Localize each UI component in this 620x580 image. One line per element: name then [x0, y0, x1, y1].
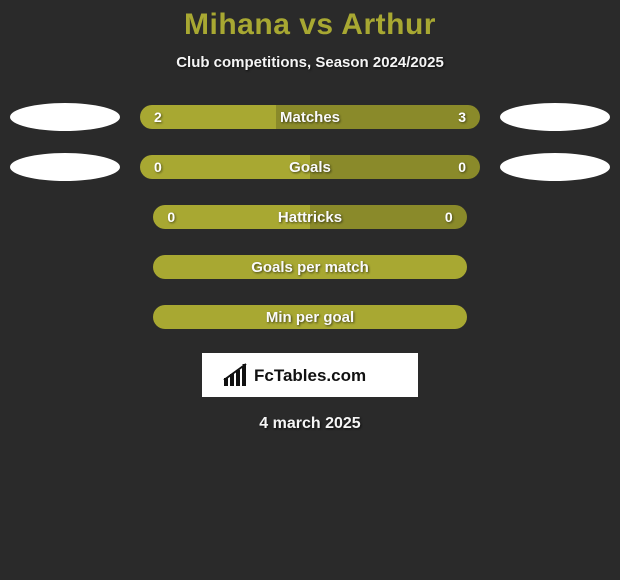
badge-placeholder	[493, 203, 594, 231]
badge-placeholder	[493, 253, 594, 281]
badge-placeholder	[493, 303, 594, 331]
page-title: Mihana vs Arthur	[0, 8, 620, 42]
page-subtitle: Club competitions, Season 2024/2025	[0, 54, 620, 71]
player-badge-right	[500, 103, 610, 131]
stat-row: Min per goal	[0, 303, 620, 331]
brand-logo: FcTables.com	[220, 360, 400, 390]
brand-box[interactable]: FcTables.com	[202, 353, 418, 397]
stat-bar: Min per goal	[153, 305, 466, 329]
player-badge-left	[10, 103, 120, 131]
stat-row: 00Hattricks	[0, 203, 620, 231]
stat-bar: Goals per match	[153, 255, 466, 279]
stat-bar: 00Hattricks	[153, 205, 466, 229]
stat-label: Hattricks	[153, 209, 466, 226]
stat-rows: 23Matches 00Goals 00Hattricks Goals per mat…	[0, 103, 620, 331]
footer-date: 4 march 2025	[0, 415, 620, 433]
stat-row: Goals per match	[0, 253, 620, 281]
stat-bar: 00Goals	[140, 155, 480, 179]
stat-label: Goals	[140, 159, 480, 176]
brand-text: FcTables.com	[254, 366, 366, 385]
player-badge-left	[10, 153, 120, 181]
stat-row: 23Matches	[0, 103, 620, 131]
stat-label: Goals per match	[153, 259, 466, 276]
badge-placeholder	[26, 303, 127, 331]
stat-row: 00Goals	[0, 153, 620, 181]
stat-label: Matches	[140, 109, 480, 126]
badge-placeholder	[26, 203, 127, 231]
player-badge-right	[500, 153, 610, 181]
stat-label: Min per goal	[153, 309, 466, 326]
badge-placeholder	[26, 253, 127, 281]
stat-bar: 23Matches	[140, 105, 480, 129]
comparison-widget: Mihana vs Arthur Club competitions, Seas…	[0, 0, 620, 433]
